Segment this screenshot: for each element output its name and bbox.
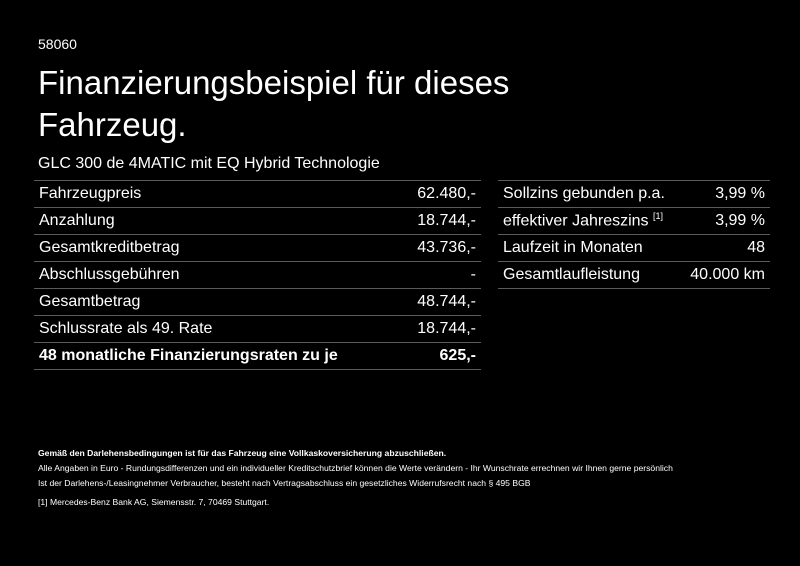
row-value: - [399, 261, 481, 289]
offer-code: 58060 [38, 36, 77, 52]
row-label: Gesamtbetrag [34, 288, 400, 316]
row-value: 18.744,- [399, 207, 481, 235]
table-row: Sollzins gebunden p.a. 3,99 % [498, 180, 770, 208]
row-value: 3,99 % [680, 180, 770, 208]
row-label: Abschlussgebühren [34, 261, 400, 289]
page-title: Finanzierungsbeispiel für dieses Fahrzeug… [38, 62, 638, 146]
table-row: Anzahlung 18.744,- [34, 207, 481, 235]
label-text: effektiver Jahreszins [503, 212, 649, 230]
row-label: Laufzeit in Monaten [498, 234, 681, 262]
row-label: effektiver Jahreszins [1] [498, 207, 681, 235]
row-label: Fahrzeugpreis [34, 180, 400, 208]
row-label: Gesamtlaufleistung [498, 261, 681, 289]
table-row: Fahrzeugpreis 62.480,- [34, 180, 481, 208]
table-row: Laufzeit in Monaten 48 [498, 234, 770, 262]
row-value: 40.000 km [680, 261, 770, 289]
row-label: Sollzins gebunden p.a. [498, 180, 681, 208]
withdrawal-note: Ist der Darlehens-/Leasingnehmer Verbrau… [38, 478, 531, 488]
row-value: 48.744,- [399, 288, 481, 316]
footnote-mark: [1] [653, 211, 664, 222]
table-row: Abschlussgebühren - [34, 261, 481, 289]
footer-notes: Gemäß den Darlehensbedingungen ist für d… [38, 446, 673, 510]
table-row: Gesamtkreditbetrag 43.736,- [34, 234, 481, 262]
financing-table: Fahrzeugpreis 62.480,- Anzahlung 18.744,- … [34, 180, 481, 370]
row-value: 62.480,- [399, 180, 481, 208]
vehicle-model: GLC 300 de 4MATIC mit EQ Hybrid Technolo… [38, 155, 380, 172]
footnote-text: Mercedes-Benz Bank AG, Siemensstr. 7, 70… [49, 497, 270, 507]
row-value: 43.736,- [399, 234, 481, 262]
table-row: Gesamtbetrag 48.744,- [34, 288, 481, 316]
footnote-mark: [1] [38, 497, 48, 507]
row-label: Anzahlung [34, 207, 400, 235]
row-label: Gesamtkreditbetrag [34, 234, 400, 262]
insurance-note: Gemäß den Darlehensbedingungen ist für d… [38, 448, 447, 458]
row-label: 48 monatliche Finanzierungsraten zu je [34, 342, 400, 370]
title-line-1: Finanzierungsbeispiel für dieses [38, 64, 510, 101]
footnote: [1] Mercedes-Benz Bank AG, Siemensstr. 7… [38, 495, 673, 510]
row-value: 625,- [399, 342, 481, 370]
title-line-2: Fahrzeug. [38, 106, 187, 143]
row-value: 3,99 % [680, 207, 770, 235]
row-label: Schlussrate als 49. Rate [34, 315, 400, 343]
table-row: Schlussrate als 49. Rate 18.744,- [34, 315, 481, 343]
table-row: effektiver Jahreszins [1] 3,99 % [498, 207, 770, 235]
row-value: 48 [680, 234, 770, 262]
monthly-rate-row: 48 monatliche Finanzierungsraten zu je 62… [34, 342, 481, 370]
interest-table: Sollzins gebunden p.a. 3,99 % effektiver … [498, 180, 770, 289]
row-value: 18.744,- [399, 315, 481, 343]
table-row: Gesamtlaufleistung 40.000 km [498, 261, 770, 289]
disclaimer-line: Alle Angaben in Euro - Rundungsdifferenz… [38, 463, 673, 473]
